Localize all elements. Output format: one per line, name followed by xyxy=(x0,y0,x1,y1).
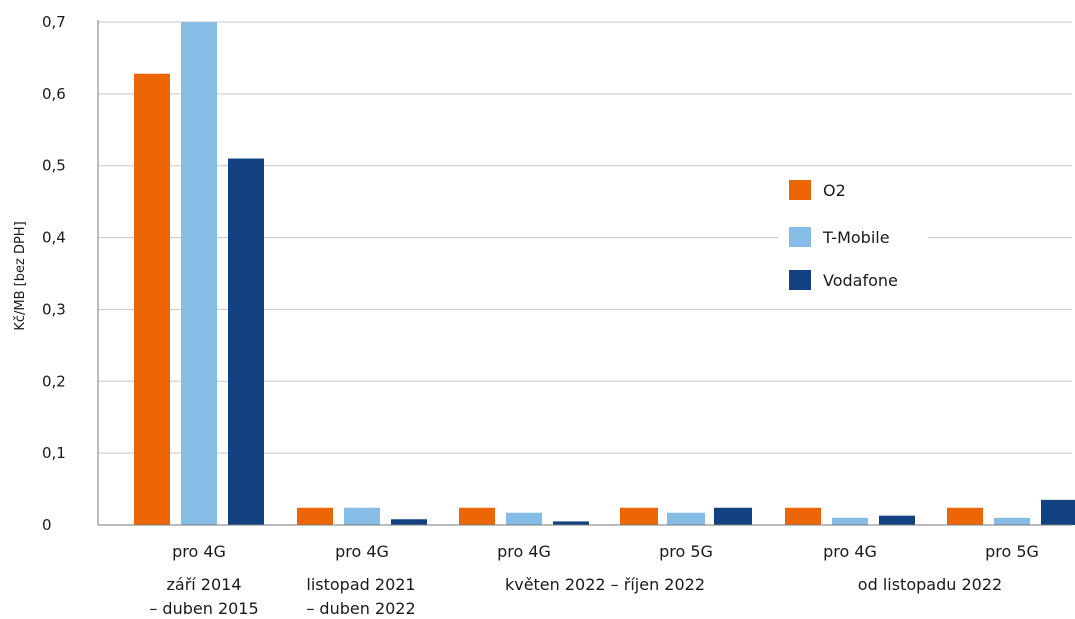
x-period-label: od listopadu 2022 xyxy=(858,575,1002,594)
y-axis-label: Kč/MB [bez DPH] xyxy=(13,221,28,330)
bar-vodafone xyxy=(553,521,589,525)
legend: O2 T-Mobile Vodafone xyxy=(778,176,928,294)
bar-vodafone xyxy=(714,507,752,525)
bar-o2 xyxy=(785,507,821,525)
y-tick-label: 0,2 xyxy=(42,372,66,390)
y-tick-label: 0,4 xyxy=(42,229,66,247)
x-period-label: listopad 2021 xyxy=(306,575,415,594)
y-tick-label: 0,6 xyxy=(42,85,66,103)
x-category-label: pro 4G xyxy=(497,542,551,561)
legend-swatch xyxy=(789,270,811,290)
legend-label: T-Mobile xyxy=(822,228,890,247)
x-axis-period-labels: září 2014 – duben 2015 listopad 2021 – dube… xyxy=(149,575,1002,618)
x-period-label: září 2014 xyxy=(166,575,241,594)
bar-t-mobile xyxy=(994,517,1030,525)
bar-o2 xyxy=(134,73,170,525)
bar-t-mobile xyxy=(344,507,380,525)
bar-o2 xyxy=(459,507,495,525)
bar-vodafone xyxy=(391,519,427,525)
x-period-label: – duben 2015 xyxy=(149,599,258,618)
x-period-label: – duben 2022 xyxy=(306,599,415,618)
x-category-label: pro 4G xyxy=(172,542,226,561)
x-period-label: květen 2022 – říjen 2022 xyxy=(505,575,705,594)
legend-label: O2 xyxy=(823,181,846,200)
bar-vodafone xyxy=(879,515,915,525)
legend-swatch xyxy=(789,180,811,200)
y-tick-label: 0,1 xyxy=(42,444,66,462)
bar-o2 xyxy=(297,507,333,525)
y-tick-label: 0,7 xyxy=(42,13,66,31)
x-category-label: pro 4G xyxy=(823,542,877,561)
y-tick-label: 0 xyxy=(42,516,52,534)
y-tick-label: 0,3 xyxy=(42,300,66,318)
legend-swatch xyxy=(789,227,811,247)
bar-vodafone xyxy=(228,158,264,525)
y-axis-ticks: 0 0,1 0,2 0,3 0,4 0,5 0,6 0,7 xyxy=(42,13,66,534)
legend-label: Vodafone xyxy=(823,271,898,290)
bar-t-mobile xyxy=(667,512,705,525)
bar-t-mobile xyxy=(506,512,542,525)
bars xyxy=(134,22,1075,525)
bar-t-mobile xyxy=(832,517,868,525)
bar-o2 xyxy=(947,507,983,525)
y-tick-label: 0,5 xyxy=(42,157,66,175)
bar-t-mobile xyxy=(181,22,217,525)
bar-o2 xyxy=(620,507,658,525)
x-category-label: pro 5G xyxy=(659,542,713,561)
bar-vodafone xyxy=(1041,499,1075,525)
x-category-label: pro 4G xyxy=(335,542,389,561)
x-category-label: pro 5G xyxy=(985,542,1039,561)
x-axis-category-labels: pro 4G pro 4G pro 4G pro 5G pro 4G pro 5G xyxy=(172,542,1039,561)
